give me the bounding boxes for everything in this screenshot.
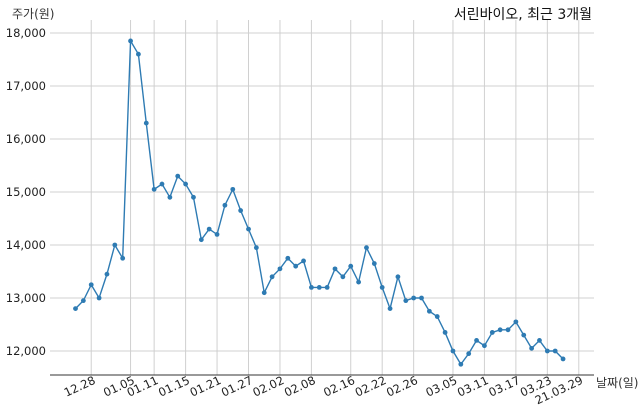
data-point — [442, 330, 448, 335]
y-tick-label: 17,000 — [6, 79, 46, 93]
data-point — [143, 120, 149, 126]
data-point — [246, 226, 251, 232]
data-point — [128, 38, 133, 44]
data-point — [474, 338, 479, 343]
data-point — [505, 327, 511, 333]
data-point — [544, 348, 550, 354]
data-point — [332, 266, 338, 272]
data-point — [175, 173, 181, 179]
data-point — [324, 285, 330, 290]
data-point — [261, 290, 267, 296]
data-point — [222, 202, 228, 208]
grid-lines — [50, 20, 594, 375]
data-point — [191, 194, 196, 200]
data-point — [96, 295, 102, 301]
y-tick-label: 12,000 — [6, 344, 46, 358]
data-point — [387, 306, 393, 311]
y-tick-label: 18,000 — [6, 26, 46, 40]
data-point — [198, 237, 204, 243]
data-point — [136, 51, 141, 57]
data-point — [513, 319, 519, 325]
data-point — [88, 282, 94, 288]
x-tick-label: 02.26 — [384, 373, 420, 400]
data-point — [529, 345, 535, 351]
data-point — [238, 208, 244, 213]
price-points — [73, 38, 566, 367]
y-axis-label: 주가(원) — [12, 7, 54, 21]
data-point — [364, 245, 369, 251]
data-point — [277, 266, 283, 272]
data-point — [419, 295, 424, 301]
x-tick-label: 01.21 — [188, 373, 224, 400]
x-tick-label: 01.15 — [156, 373, 192, 400]
x-tick-label: 02.16 — [321, 373, 357, 400]
data-point — [434, 314, 440, 319]
data-point — [450, 348, 456, 354]
x-axis-label: 날짜(일) — [596, 376, 638, 390]
data-point — [348, 263, 354, 269]
data-point — [293, 263, 299, 269]
y-tick-label: 13,000 — [6, 291, 46, 305]
y-tick-label: 14,000 — [6, 238, 46, 252]
y-tick-labels: 12,000 13,000 14,000 15,000 16,000 17,000 18,0… — [6, 26, 46, 358]
data-point — [301, 258, 306, 264]
x-tick-label: 03.11 — [455, 373, 491, 400]
data-point — [104, 271, 110, 277]
data-point — [537, 338, 542, 343]
data-point — [183, 181, 189, 187]
chart-title: 서린바이오, 최근 3개월 — [454, 7, 592, 23]
data-point — [426, 308, 432, 314]
data-point — [73, 306, 78, 311]
data-point — [159, 181, 165, 187]
data-point — [80, 298, 86, 304]
data-point — [552, 348, 558, 354]
x-tick-label: 03.05 — [423, 373, 459, 400]
y-tick-label: 16,000 — [6, 132, 46, 146]
y-tick-label: 15,000 — [6, 185, 46, 199]
x-tick-labels: 12.28 01.0501.1101.1501.2101.2702.0202.08… — [62, 373, 585, 407]
price-series-line — [75, 38, 564, 366]
data-point — [395, 274, 401, 280]
data-point — [482, 343, 487, 349]
data-point — [411, 295, 417, 301]
x-tick-label: 02.02 — [250, 373, 286, 400]
data-point — [253, 245, 259, 251]
data-point — [521, 332, 527, 338]
data-point — [206, 226, 212, 232]
data-point — [151, 186, 157, 192]
data-point — [466, 351, 472, 357]
data-point — [269, 274, 275, 280]
data-point — [356, 279, 361, 285]
data-point — [458, 361, 464, 367]
data-point — [560, 356, 566, 362]
data-point — [120, 255, 126, 261]
data-point — [489, 330, 495, 335]
x-tick-label: 03.17 — [486, 373, 522, 400]
data-point — [285, 255, 291, 261]
data-point — [403, 298, 409, 304]
data-point — [309, 285, 314, 290]
data-point — [340, 274, 346, 280]
x-tick-label: 01.27 — [219, 373, 255, 400]
data-point — [112, 242, 118, 248]
data-point — [230, 186, 236, 192]
data-point — [379, 285, 385, 290]
x-tick-label: 02.08 — [282, 373, 318, 400]
x-tick-label: 12.28 — [62, 373, 98, 400]
data-point — [497, 327, 503, 333]
x-tick-label: 02.22 — [353, 373, 389, 400]
data-point — [167, 194, 173, 200]
data-point — [316, 285, 322, 290]
data-point — [214, 232, 220, 237]
data-point — [371, 261, 377, 266]
